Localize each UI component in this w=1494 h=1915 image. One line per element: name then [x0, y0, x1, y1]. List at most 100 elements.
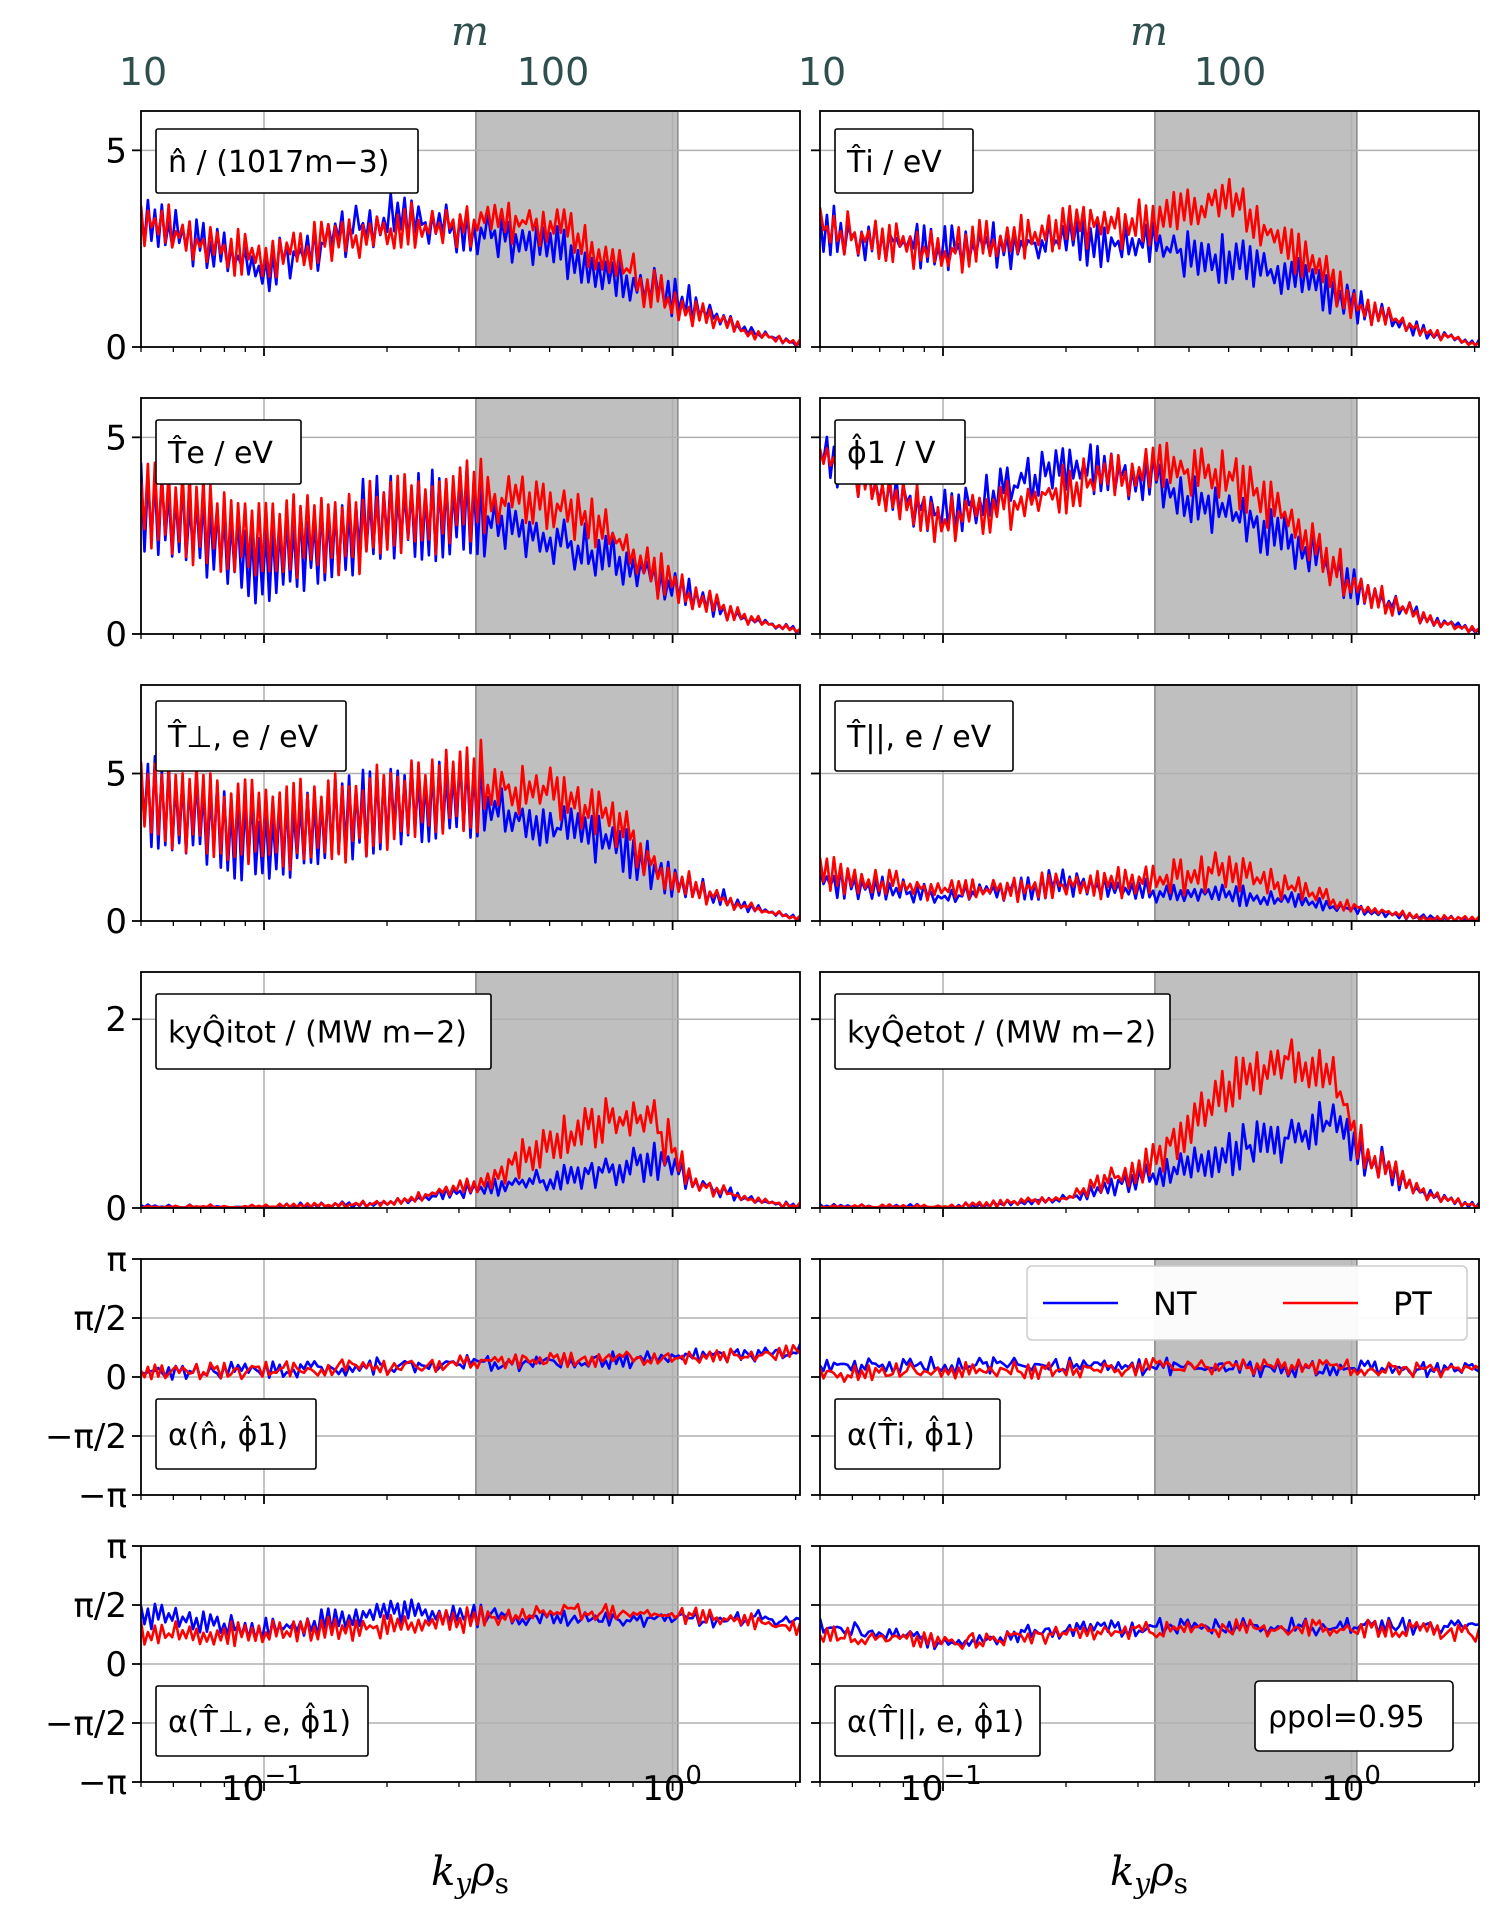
panel-frame	[819, 397, 1480, 635]
svg-text:kyρs: kyρs	[431, 1849, 509, 1900]
y-tick-label-n: 0	[105, 328, 127, 368]
panel-alpha_Tperp: π π/2 0 −π/2 −π α(T̂⊥, e, ϕ̂1)	[45, 1527, 801, 1803]
panel-phi: ϕ̂1 / V	[811, 397, 1480, 643]
bottom-axis-label-left: kyρs	[431, 1849, 509, 1900]
panel-label-Qe: kyQ̂etot / (MW m−2)	[847, 1014, 1156, 1050]
panel-label-n: n̂ / (1017m−3)	[168, 145, 389, 180]
series-PT-alpha_n	[141, 1344, 800, 1381]
panel-label-Tpar: T̂||, e / eV	[846, 719, 992, 755]
panel-label-box	[155, 419, 302, 485]
bottom-tick-right-1: 100	[1321, 1761, 1381, 1809]
svg-text:100: 100	[1321, 1761, 1381, 1809]
panel-frame	[819, 684, 1480, 922]
legend-label-NT: NT	[1153, 1285, 1197, 1323]
annotation-text: ρpol=0.95	[1268, 1700, 1425, 1735]
series-NT-n	[141, 192, 800, 347]
legend: NT PT	[1026, 1265, 1468, 1341]
panel-frame	[140, 397, 801, 635]
panel-frame	[140, 971, 801, 1209]
panel-label-Qi: kyQ̂itot / (MW m−2)	[168, 1014, 467, 1050]
y-tick-label-alpha_n: −π/2	[45, 1417, 127, 1457]
bottom-tick-left-0.1: 10−1	[221, 1761, 303, 1809]
top-tick-10-left: 10	[119, 50, 167, 94]
panel-Te: 0 5 T̂e / eV	[105, 397, 801, 655]
panel-label-box	[834, 1398, 1001, 1470]
panel-alpha_Tpar: α(T̂||, e, ϕ̂1)	[811, 1545, 1480, 1791]
panel-label-Tperp: T̂⊥, e / eV	[167, 719, 319, 755]
svg-text:10−1: 10−1	[221, 1761, 303, 1809]
y-tick-label-alpha_n: π/2	[73, 1299, 127, 1339]
series-PT-alpha_Tperp	[141, 1602, 800, 1648]
panel-label-phi: ϕ̂1 / V	[847, 433, 936, 471]
y-tick-label-alpha_Tperp: −π/2	[45, 1704, 127, 1744]
bottom-tick-left-1: 100	[642, 1761, 702, 1809]
top-tick-10-right: 10	[798, 50, 846, 94]
panel-alpha_n: π π/2 0 −π/2 −π α(n̂, ϕ̂1)	[45, 1240, 801, 1516]
panel-Ti: T̂i / eV	[811, 110, 1480, 356]
legend-label-PT: PT	[1393, 1285, 1432, 1323]
panel-label-box	[834, 1685, 1041, 1757]
panel-Qe: kyQ̂etot / (MW m−2)	[811, 971, 1480, 1217]
panel-label-box	[834, 419, 966, 485]
y-tick-label-Qi: 2	[105, 1000, 127, 1040]
panel-label-alpha_Tpar: α(T̂||, e, ϕ̂1)	[847, 1702, 1024, 1740]
top-tick-100-left: 100	[517, 50, 590, 94]
y-tick-label-Te: 5	[105, 418, 127, 458]
panel-label-box	[155, 128, 419, 194]
y-tick-label-alpha_n: −π	[78, 1476, 127, 1516]
y-tick-label-alpha_n: 0	[105, 1358, 127, 1398]
panel-label-Te: T̂e / eV	[167, 435, 273, 471]
panel-label-box	[834, 700, 1014, 772]
y-tick-label-Tperp: 5	[105, 755, 127, 795]
y-tick-label-alpha_Tperp: π	[107, 1527, 127, 1567]
panel-label-alpha_Tperp: α(T̂⊥, e, ϕ̂1)	[168, 1702, 351, 1740]
panel-Tpar: T̂||, e / eV	[811, 684, 1480, 930]
y-tick-label-n: 5	[105, 131, 127, 171]
y-tick-label-alpha_Tperp: 0	[105, 1645, 127, 1685]
panels-group: 0 5 n̂ / (1017m−3) T̂i / eV 0 5 T̂e / eV ϕ̂1 / …	[45, 110, 1480, 1803]
top-axis-label-right: m	[1130, 9, 1168, 55]
shaded-region	[1154, 110, 1358, 348]
panel-label-box	[834, 128, 974, 194]
panel-Tperp: 0 5 T̂⊥, e / eV	[105, 684, 801, 942]
panel-label-Ti: T̂i / eV	[846, 144, 942, 180]
panel-label-box	[155, 1685, 369, 1757]
bottom-axis-label-right: kyρs	[1110, 1849, 1188, 1900]
legend-box	[1026, 1265, 1468, 1341]
y-tick-label-Tperp: 0	[105, 902, 127, 942]
panel-label-box	[155, 700, 347, 772]
panel-frame	[140, 684, 801, 922]
shaded-region	[475, 684, 679, 922]
y-tick-label-Te: 0	[105, 615, 127, 655]
panel-n: 0 5 n̂ / (1017m−3)	[105, 110, 801, 368]
y-tick-label-alpha_Tperp: π/2	[73, 1586, 127, 1626]
series-PT-alpha_Tpar	[820, 1618, 1479, 1650]
top-axis-label-left: m	[451, 9, 489, 55]
y-tick-label-alpha_Tperp: −π	[78, 1763, 127, 1803]
annotation-box	[1254, 1680, 1454, 1752]
y-tick-label-Qi: 0	[105, 1189, 127, 1229]
panel-label-box	[834, 993, 1171, 1070]
series-NT-Te	[141, 462, 800, 634]
series-PT-Te	[141, 457, 800, 634]
panel-frame	[819, 971, 1480, 1209]
panel-frame	[140, 110, 801, 348]
series-PT-Ti	[820, 177, 1479, 347]
svg-text:100: 100	[642, 1761, 702, 1809]
panel-frame	[819, 110, 1480, 348]
series-PT-Tperp	[141, 738, 800, 921]
svg-text:kyρs: kyρs	[1110, 1849, 1188, 1900]
y-tick-label-alpha_n: π	[107, 1240, 127, 1280]
panel-label-alpha_n: α(n̂, ϕ̂1)	[168, 1415, 288, 1453]
panel-label-box	[155, 1398, 317, 1470]
top-tick-100-right: 100	[1194, 50, 1267, 94]
series-PT-Qi	[141, 1097, 800, 1208]
bottom-tick-right-0.1: 10−1	[900, 1761, 982, 1809]
panel-label-alpha_Ti: α(T̂i, ϕ̂1)	[847, 1415, 975, 1453]
series-PT-Qe	[820, 1038, 1479, 1208]
panel-label-box	[155, 993, 492, 1070]
rho-pol-annotation: ρpol=0.95	[1254, 1680, 1454, 1752]
svg-text:10−1: 10−1	[900, 1761, 982, 1809]
series-PT-Tpar	[820, 851, 1479, 921]
